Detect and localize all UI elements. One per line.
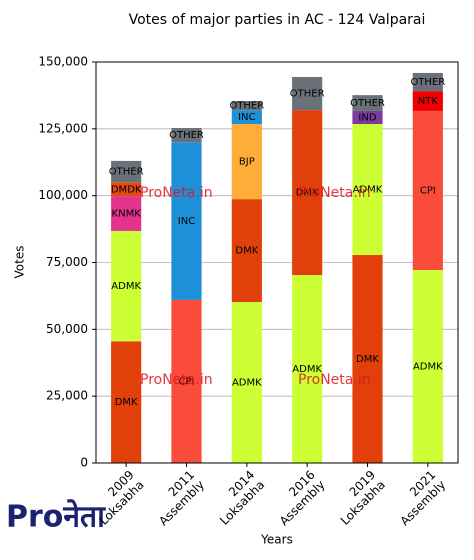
bar-segment [231, 124, 262, 200]
bar-segment [292, 275, 323, 463]
segment-label: INC [238, 112, 255, 123]
segment-label: ADMK [232, 378, 262, 389]
bar-segment [412, 72, 443, 92]
bar-segment [352, 110, 383, 125]
segment-label: DMK [296, 188, 319, 199]
watermark: ProNeta.in [298, 185, 371, 201]
watermark: ProNeta.in [140, 185, 213, 201]
bar-segment [412, 110, 443, 270]
segment-label: ADMK [292, 364, 322, 375]
logo: Proनेता [6, 499, 106, 535]
segment-label: IND [358, 112, 376, 123]
y-tick-label: 150,000 [38, 55, 88, 69]
segment-label: BJP [239, 157, 255, 168]
y-tick-label: 25,000 [46, 389, 88, 403]
y-tick-label: 75,000 [46, 255, 88, 269]
watermark: ProNeta.in [140, 372, 213, 388]
bar-segment [352, 95, 383, 111]
bar-segment [292, 110, 323, 276]
plot-frame [95, 61, 459, 464]
segment-label: INC [178, 216, 195, 227]
y-tick-label: 100,000 [38, 188, 88, 202]
segment-label: OTHER [169, 130, 204, 141]
bar-segment [231, 199, 262, 303]
bar-segment [111, 341, 142, 463]
bar-segment [231, 110, 262, 125]
bar-segment [111, 230, 142, 342]
y-tick-label: 125,000 [38, 121, 88, 135]
segment-label: DMK [115, 397, 138, 408]
segment-label: ADMK [413, 361, 443, 372]
segment-label: OTHER [350, 98, 385, 109]
bar-segment [412, 91, 443, 111]
segment-label: NTK [418, 96, 439, 107]
bar-segment [111, 196, 142, 231]
bar-segment [231, 101, 262, 111]
bar-segment [171, 299, 202, 463]
x-axis-label: Years [260, 533, 293, 547]
bar-segment [292, 76, 323, 111]
bar-segment [111, 182, 142, 197]
segment-label: DMDK [111, 184, 142, 195]
bar-segment [231, 302, 262, 463]
segment-label: OTHER [410, 77, 445, 88]
chart-title: Votes of major parties in AC - 124 Valpa… [129, 12, 426, 28]
segment-label: OTHER [290, 89, 325, 100]
y-tick-label: 0 [80, 456, 88, 470]
bar-segment [352, 124, 383, 256]
bar-segment [111, 160, 142, 183]
bar-segment [171, 128, 202, 143]
segment-label: DMK [356, 354, 379, 365]
segment-label: KNMK [112, 209, 142, 220]
bar-segment [171, 142, 202, 300]
segment-label: ADMK [353, 185, 383, 196]
segment-label: ADMK [111, 281, 141, 292]
watermark: ProNeta.in [298, 372, 371, 388]
y-tick-label: 50,000 [46, 322, 88, 336]
y-axis-label: Votes [13, 246, 27, 279]
segment-label: DMK [235, 246, 258, 257]
segment-label: OTHER [109, 167, 144, 178]
bar-segment [412, 269, 443, 463]
segment-label: CPI [420, 185, 436, 196]
bar-segment [352, 255, 383, 463]
segment-label: CPI [179, 376, 195, 387]
segment-label: OTHER [229, 101, 264, 112]
